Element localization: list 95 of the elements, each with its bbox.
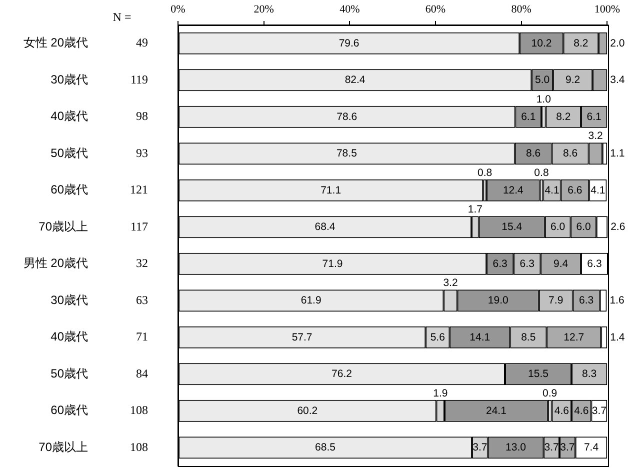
y-tick-label: 30歳代 bbox=[50, 292, 88, 307]
data-label: 9.2 bbox=[566, 74, 580, 86]
data-label: 68.4 bbox=[314, 221, 336, 234]
y2-tick-label: 108 bbox=[130, 403, 148, 418]
data-label: 8.2 bbox=[574, 37, 588, 50]
data-label: 13.0 bbox=[506, 442, 526, 454]
data-label: 8.6 bbox=[526, 148, 541, 160]
y2-tick-label: 84 bbox=[136, 366, 148, 380]
data-label: 61.9 bbox=[300, 294, 322, 307]
y-tick-label: 40歳代 bbox=[50, 330, 88, 344]
data-label: 1.6 bbox=[610, 294, 624, 307]
y2-tick-label: 121 bbox=[130, 182, 148, 197]
y2-tick-label: 71 bbox=[136, 330, 148, 344]
data-label: 60.2 bbox=[297, 404, 318, 417]
data-label: 0.9 bbox=[542, 387, 558, 400]
y-tick-label: 40歳代 bbox=[50, 109, 88, 124]
data-label: 4.6 bbox=[554, 404, 570, 417]
data-label: 3.7 bbox=[592, 404, 607, 417]
y-tick-label: 70歳以上 bbox=[38, 440, 88, 454]
data-label: 7.4 bbox=[584, 442, 599, 454]
data-label: 15.5 bbox=[528, 368, 549, 380]
data-label: 0.8 bbox=[478, 166, 492, 179]
data-label: 1.9 bbox=[433, 387, 448, 400]
x-tick-label: 60% bbox=[425, 3, 446, 16]
data-label: 6.6 bbox=[568, 184, 582, 196]
y2-tick-label: 63 bbox=[136, 292, 148, 307]
data-label: 71.9 bbox=[322, 258, 343, 270]
y-tick-label: 男性 20歳代 bbox=[23, 256, 88, 270]
data-label: 8.3 bbox=[582, 368, 597, 380]
data-label: 4.6 bbox=[574, 404, 589, 417]
data-label: 3.7 bbox=[544, 442, 560, 454]
data-label: 1.0 bbox=[536, 93, 552, 106]
y2-tick-label: 32 bbox=[136, 256, 148, 270]
data-label: 6.0 bbox=[576, 221, 591, 234]
text: N = bbox=[112, 10, 132, 24]
data-label: 6.1 bbox=[586, 110, 602, 123]
data-label: 3.2 bbox=[588, 130, 604, 142]
x-tick-label: 0% bbox=[170, 3, 186, 16]
y-tick-label: 30歳代 bbox=[50, 72, 88, 86]
y-tick-label: 50歳代 bbox=[50, 366, 88, 380]
data-label: 6.3 bbox=[579, 294, 594, 307]
data-label: 8.2 bbox=[556, 110, 571, 123]
data-label: 24.1 bbox=[486, 404, 507, 417]
y2-tick-label: 108 bbox=[130, 440, 148, 454]
data-label: 6.0 bbox=[550, 221, 566, 234]
data-label: 10.2 bbox=[531, 37, 552, 50]
data-label: 1.7 bbox=[468, 204, 483, 216]
y2-tick-label: 98 bbox=[136, 109, 148, 124]
x-tick-label: 20% bbox=[254, 3, 274, 16]
y-tick-label: 70歳以上 bbox=[38, 219, 88, 234]
data-label: 6.1 bbox=[521, 110, 536, 123]
data-label: 12.7 bbox=[564, 331, 584, 344]
data-label: 82.4 bbox=[344, 74, 366, 86]
data-label: 1.1 bbox=[610, 148, 625, 160]
data-label: 8.5 bbox=[521, 331, 536, 344]
data-label: 2.0 bbox=[610, 37, 625, 50]
data-label: 79.6 bbox=[338, 37, 360, 50]
data-label: 76.2 bbox=[332, 368, 352, 380]
data-label: 3.7 bbox=[472, 442, 488, 454]
y-tick-label: 50歳代 bbox=[50, 146, 88, 160]
data-label: 7.9 bbox=[548, 294, 564, 307]
y2-tick-label: 119 bbox=[130, 72, 148, 86]
data-label: 14.1 bbox=[470, 331, 490, 344]
data-label: 78.6 bbox=[336, 110, 358, 123]
data-label: 5.0 bbox=[535, 74, 550, 86]
data-label: 2.6 bbox=[610, 221, 626, 234]
data-label: 3.7 bbox=[560, 442, 575, 454]
data-label: 12.4 bbox=[502, 184, 524, 196]
y-tick-label: 女性 20歳代 bbox=[23, 36, 88, 50]
data-label: 0.8 bbox=[534, 166, 549, 179]
data-label: 71.1 bbox=[320, 184, 342, 196]
x-tick-label: 40% bbox=[340, 3, 360, 16]
x-tick-label: 80% bbox=[511, 3, 532, 16]
data-label: 3.2 bbox=[443, 277, 458, 290]
x-tick-label: 100% bbox=[594, 3, 620, 16]
data-label: 57.7 bbox=[292, 331, 312, 344]
data-label: 19.0 bbox=[488, 294, 509, 307]
y2-tick-label: 117 bbox=[130, 219, 148, 234]
data-label: 5.6 bbox=[430, 331, 446, 344]
data-label: 78.5 bbox=[336, 148, 358, 160]
data-label: 8.6 bbox=[562, 148, 578, 160]
data-label: 4.1 bbox=[544, 184, 560, 196]
data-label: 4.1 bbox=[590, 184, 606, 196]
data-label: 9.4 bbox=[553, 258, 568, 270]
y-tick-label: 60歳代 bbox=[50, 182, 88, 197]
data-label: 68.5 bbox=[315, 442, 336, 454]
data-label: 3.4 bbox=[610, 74, 625, 86]
y2-tick-label: 93 bbox=[136, 146, 148, 160]
y2-tick-label: 49 bbox=[136, 36, 148, 50]
data-label: 6.3 bbox=[520, 258, 535, 270]
y-tick-label: 60歳代 bbox=[50, 403, 88, 418]
data-label: 1.4 bbox=[610, 331, 625, 344]
data-label: 15.4 bbox=[502, 221, 522, 234]
data-label: 6.3 bbox=[492, 258, 508, 270]
data-label: 6.3 bbox=[587, 258, 602, 270]
